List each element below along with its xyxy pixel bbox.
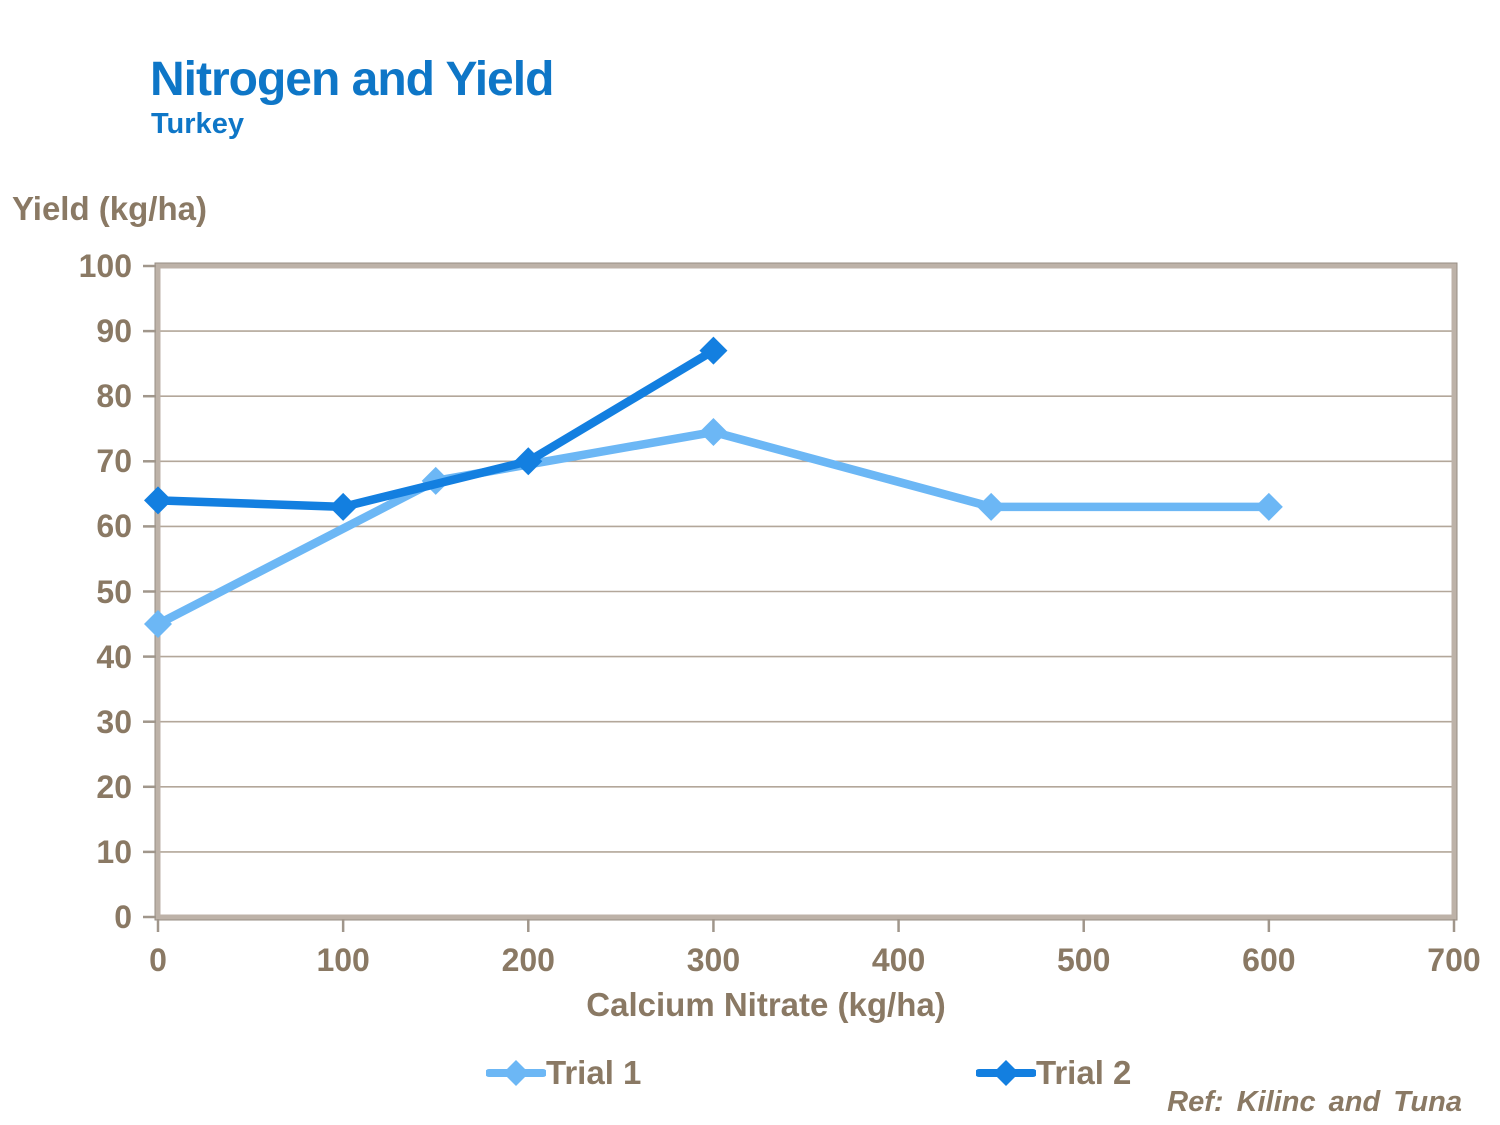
y-tick-label-80: 80 <box>96 378 132 415</box>
y-tick-label-10: 10 <box>96 833 132 870</box>
y-tick-label-70: 70 <box>96 443 132 480</box>
marker-diamond-trial-1 <box>1254 492 1283 521</box>
y-tick-label-30: 30 <box>96 703 132 740</box>
legend-label: Trial 2 <box>1036 1054 1132 1091</box>
y-tick-label-50: 50 <box>96 573 132 610</box>
marker-diamond-trial-1 <box>977 492 1006 521</box>
y-tick-label-60: 60 <box>96 508 132 545</box>
marker-diamond-trial-2 <box>144 486 172 515</box>
x-tick-label-500: 500 <box>1057 942 1111 978</box>
y-tick-label-90: 90 <box>96 313 132 350</box>
x-tick-label-700: 700 <box>1427 942 1481 978</box>
series-line-trial-2 <box>153 346 718 512</box>
marker-diamond-trial-2 <box>699 336 728 365</box>
x-tick-label-400: 400 <box>871 942 926 978</box>
reference-note: Ref: Kilinc and Tuna <box>1167 1086 1462 1118</box>
chart-title: Nitrogen and Yield <box>150 53 554 106</box>
y-tick-label-0: 0 <box>114 899 132 935</box>
legend-item-trial-1: Trial 1 <box>486 1053 641 1093</box>
y-tick-label-20: 20 <box>96 768 132 805</box>
plot-border <box>155 263 1457 920</box>
marker-diamond-trial-1 <box>699 418 728 447</box>
legend-label: Trial 1 <box>546 1054 642 1091</box>
x-axis-title: Calcium Nitrate (kg/ha) <box>586 986 946 1023</box>
x-tick-label-300: 300 <box>686 942 741 978</box>
y-axis-title: Yield (kg/ha) <box>12 190 207 227</box>
x-tick-label-600: 600 <box>1242 942 1296 978</box>
x-tick-label-200: 200 <box>501 942 555 978</box>
y-tick-label-40: 40 <box>96 638 132 675</box>
marker-diamond-trial-2 <box>329 492 358 521</box>
legend-marker-icon <box>976 1060 1036 1086</box>
marker-diamond-trial-2 <box>514 447 543 476</box>
x-tick-label-100: 100 <box>316 942 370 978</box>
legend-marker-icon <box>486 1060 546 1086</box>
x-tick-label-0: 0 <box>149 942 167 978</box>
chart-subtitle: Turkey <box>151 108 244 140</box>
marker-diamond-trial-1 <box>144 610 172 639</box>
y-tick-label-100: 100 <box>78 248 132 284</box>
legend-item-trial-2: Trial 2 <box>976 1053 1131 1093</box>
